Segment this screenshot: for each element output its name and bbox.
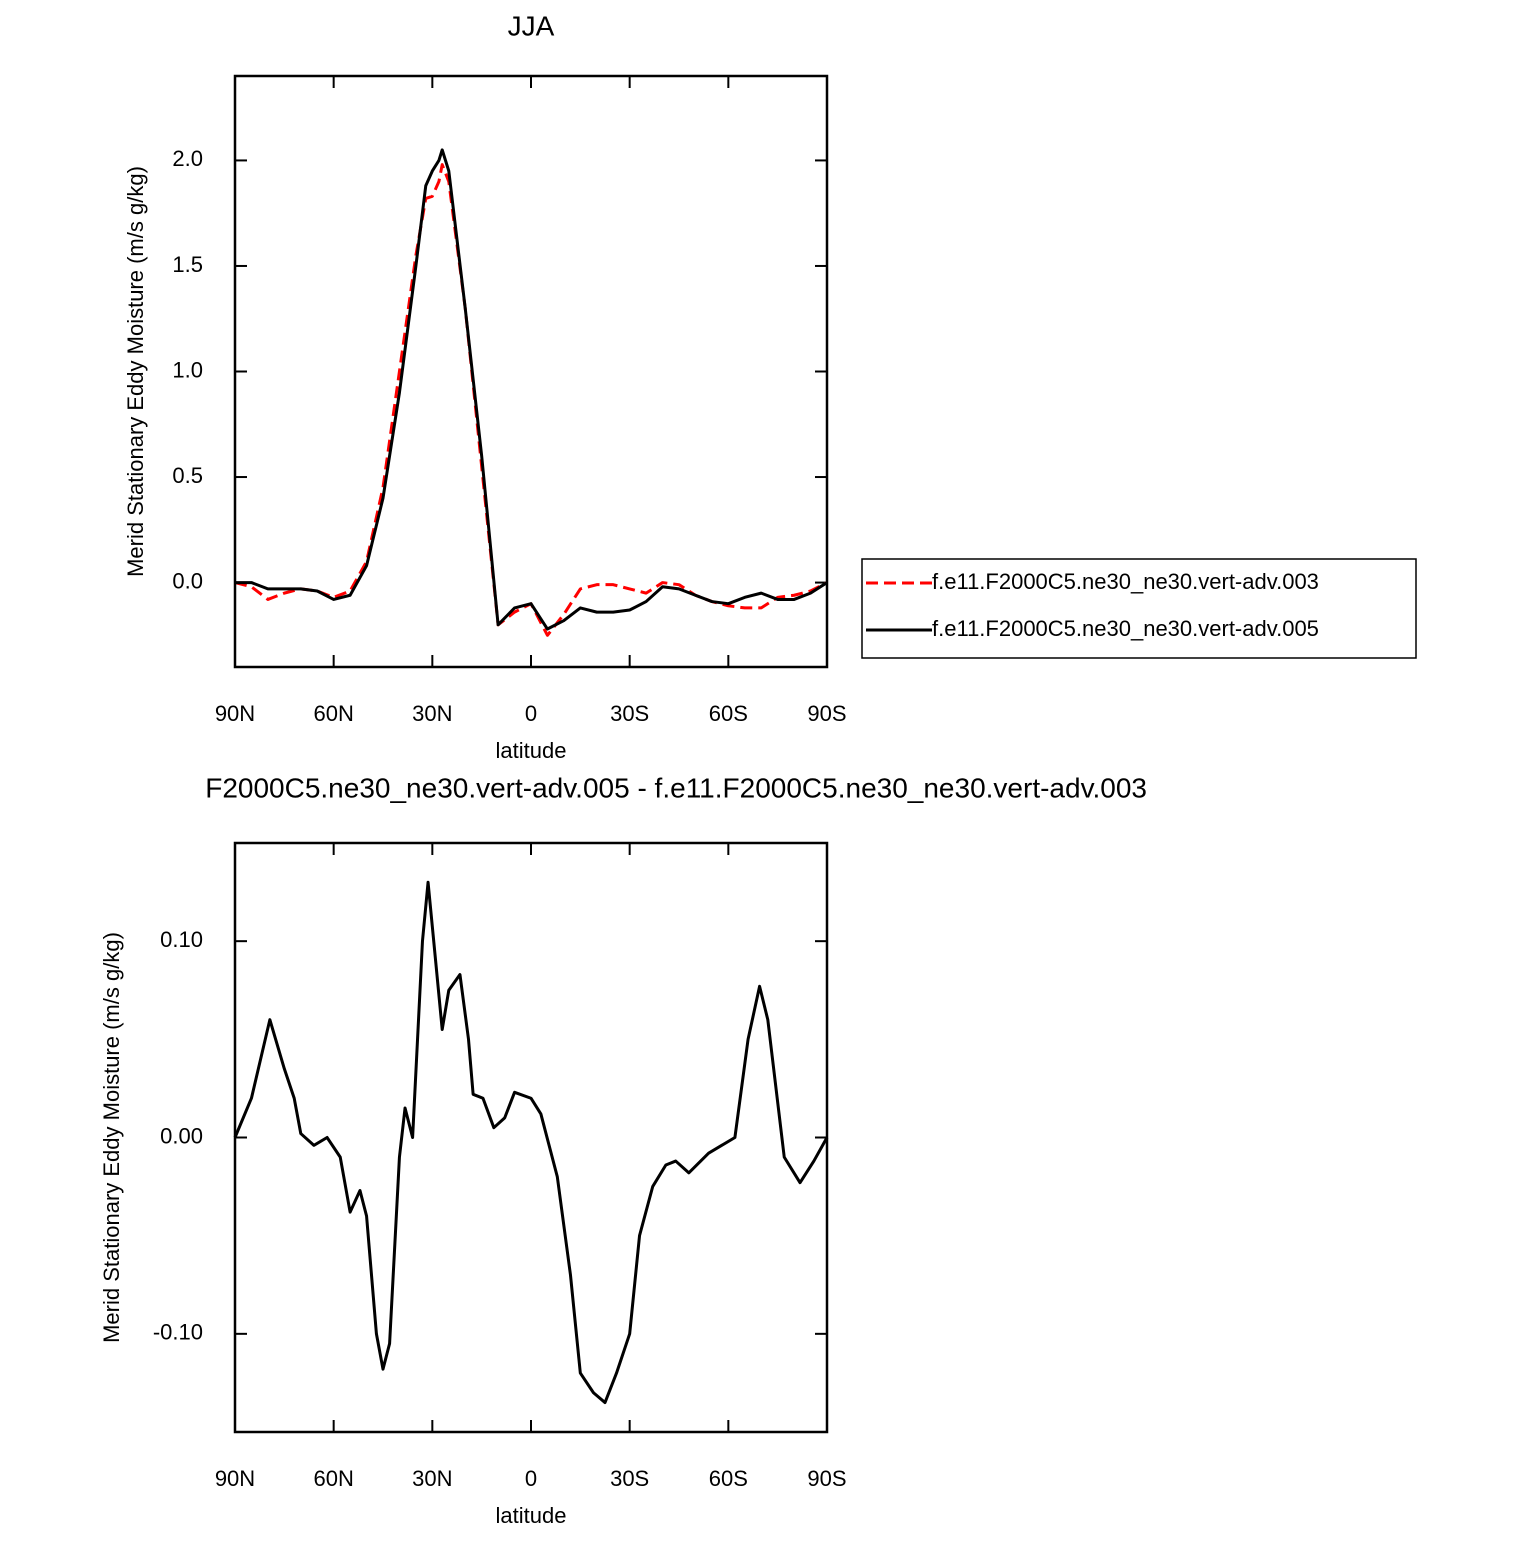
chart-title: JJA: [508, 10, 555, 41]
y-tick-label: 1.0: [172, 357, 203, 382]
y-tick-label: 0.00: [160, 1123, 203, 1148]
data-line: [233, 880, 829, 1405]
plot-frame: [233, 841, 829, 1434]
x-tick-label: 90N: [215, 1466, 255, 1491]
legend-label: f.e11.F2000C5.ne30_ne30.vert-adv.003: [932, 569, 1319, 594]
x-tick-label: 90N: [215, 701, 255, 726]
x-axis-label: latitude: [496, 1503, 567, 1528]
x-tick-label: 90S: [807, 701, 846, 726]
x-tick-label: 30N: [412, 701, 452, 726]
x-tick-label: 60S: [709, 701, 748, 726]
y-tick-label: 0.10: [160, 927, 203, 952]
chart-title: F2000C5.ne30_ne30.vert-adv.005 - f.e11.F…: [205, 772, 1147, 803]
data-line: [234, 163, 828, 637]
x-tick-label: 0: [525, 1466, 537, 1491]
data-line: [235, 148, 828, 631]
y-axis-label: Merid Stationary Eddy Moisture (m/s g/kg…: [123, 166, 148, 577]
x-tick-label: 30S: [610, 1466, 649, 1491]
x-tick-label: 60N: [313, 701, 353, 726]
plot-frame: [233, 74, 829, 669]
x-tick-label: 60S: [709, 1466, 748, 1491]
legend-box: [861, 558, 1417, 659]
y-tick-label: -0.10: [153, 1320, 203, 1345]
legend-label: f.e11.F2000C5.ne30_ne30.vert-adv.005: [932, 616, 1319, 641]
y-tick-label: 2.0: [172, 146, 203, 171]
x-tick-label: 0: [525, 701, 537, 726]
y-tick-label: 0.0: [172, 568, 203, 593]
x-axis-label: latitude: [496, 738, 567, 763]
y-tick-label: 1.5: [172, 252, 203, 277]
x-tick-label: 90S: [807, 1466, 846, 1491]
x-tick-label: 30N: [412, 1466, 452, 1491]
y-tick-label: 0.5: [172, 463, 203, 488]
x-tick-label: 60N: [313, 1466, 353, 1491]
y-axis-label: Merid Stationary Eddy Moisture (m/s g/kg…: [99, 932, 124, 1343]
x-tick-label: 30S: [610, 701, 649, 726]
